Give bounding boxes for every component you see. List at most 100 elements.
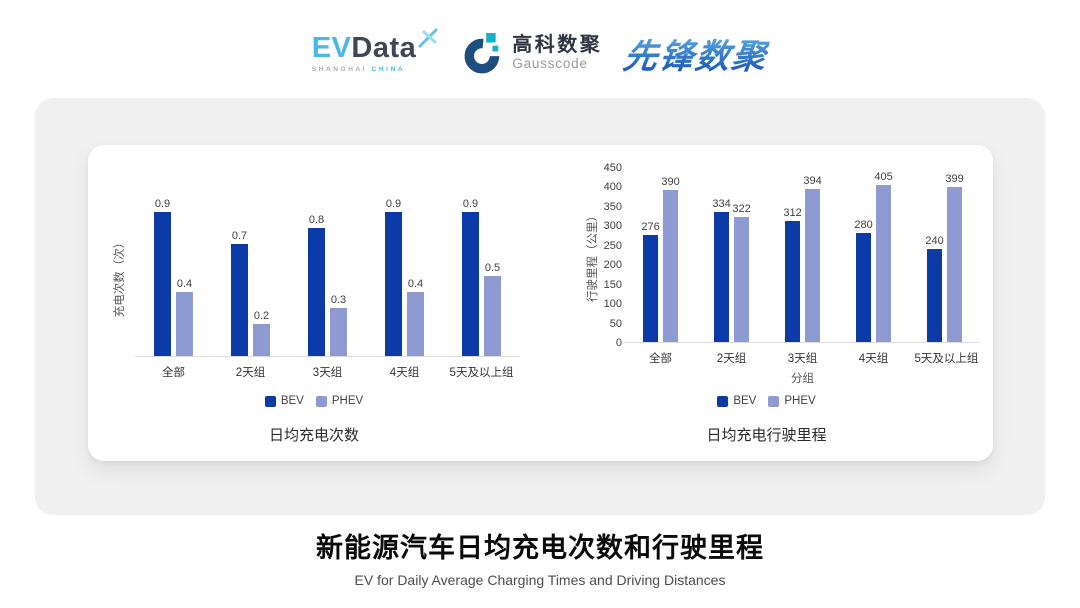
bar-column: 0.3 <box>330 294 347 356</box>
chart-daily-driving-distance: 行驶里程（公里） 0 50 100 150 200 250 300 350 400 450 276… <box>540 145 993 461</box>
bar-column: 280 <box>854 219 873 342</box>
category-label: 全部 <box>162 367 185 379</box>
bar-value-label: 334 <box>712 198 731 211</box>
bar-bev <box>308 228 325 356</box>
legend-item-bev: BEV <box>717 395 756 407</box>
bar-value-label: 405 <box>874 170 893 183</box>
evdata-ev-text: EV <box>311 31 352 64</box>
bar-value-label: 0.9 <box>462 198 479 210</box>
bar-phev <box>330 308 347 356</box>
bar-group: 334 322 <box>702 168 762 342</box>
bar-value-label: 240 <box>925 234 944 247</box>
bar-group: 0.8 0.3 <box>296 197 360 356</box>
bar-column: 240 <box>925 234 944 342</box>
bar-value-label: 394 <box>803 174 822 187</box>
evdata-tagline: SHANGHAI CHINA <box>312 66 405 73</box>
bar-value-label: 0.9 <box>154 198 171 210</box>
category-label: 5天及以上组 <box>914 353 979 365</box>
bar-bev <box>927 248 942 342</box>
caption: 新能源汽车日均充电次数和行驶里程 EV for Daily Average Ch… <box>0 526 1080 588</box>
bar-phev <box>253 324 270 356</box>
category-label: 3天组 <box>787 353 818 365</box>
bar-value-label: 0.7 <box>231 230 248 242</box>
pioneer-wordmark-text: 先锋数聚 <box>621 37 771 76</box>
y-tick-label: 50 <box>609 317 622 330</box>
gausscode-logo: 高科数聚 Gausscode <box>461 32 602 74</box>
plot-area: 276 390 334 322 312 394 280 405 240 399 <box>625 168 980 343</box>
gausscode-wordmark: 高科数聚 Gausscode <box>512 34 602 72</box>
bar-phev <box>805 188 820 342</box>
legend-item-phev: PHEV <box>315 395 364 407</box>
bar-group: 240 399 <box>915 168 975 342</box>
bar-value-label: 276 <box>641 220 660 233</box>
legend-label: BEV <box>280 395 304 407</box>
bar-column: 276 <box>641 220 660 342</box>
legend-label: PHEV <box>784 395 816 407</box>
bar-value-label: 399 <box>945 172 964 185</box>
gausscode-cn-text: 高科数聚 <box>512 34 603 57</box>
y-axis-label: 充电次数（次） <box>114 236 126 318</box>
gausscode-en-text: Gausscode <box>512 56 588 72</box>
bar-bev <box>231 244 248 356</box>
bar-phev <box>484 276 501 356</box>
bar-phev <box>734 216 749 342</box>
legend-item-bev: BEV <box>264 395 304 407</box>
bar-value-label: 0.4 <box>176 278 193 290</box>
page-subtitle: EV for Daily Average Charging Times and … <box>354 572 726 588</box>
chart-daily-charging-times: 充电次数（次） 0.9 0.4 0.7 0.2 0.8 0.3 0.9 0.4 0.9 0.5 全… <box>88 145 540 461</box>
gausscode-g-icon <box>464 33 500 74</box>
bar-bev <box>154 212 171 356</box>
y-tick-label: 300 <box>603 220 622 233</box>
category-label: 全部 <box>649 353 672 365</box>
bar-column: 0.5 <box>484 262 501 356</box>
legend: BEV PHEV <box>540 395 993 407</box>
bar-value-label: 0.8 <box>308 214 325 226</box>
bar-bev <box>785 220 800 342</box>
evdata-logo: EV Data SHANGHAI CHINA <box>311 28 440 73</box>
bar-column: 0.9 <box>385 198 402 356</box>
y-tick-label: 150 <box>603 278 622 291</box>
bar-group: 0.7 0.2 <box>219 197 283 356</box>
bar-column: 334 <box>712 198 731 342</box>
logo-header: EV Data SHANGHAI CHINA 高科数聚 Gausscode <box>0 22 1080 84</box>
bar-column: 0.4 <box>407 278 424 356</box>
bar-phev <box>663 190 678 342</box>
legend-swatch-icon <box>264 395 276 407</box>
y-tick-column: 0 50 100 150 200 250 300 350 400 450 <box>596 162 622 349</box>
bar-bev <box>714 212 729 342</box>
category-label: 2天组 <box>716 353 747 365</box>
y-tick-label: 200 <box>603 259 622 272</box>
gray-panel: 充电次数（次） 0.9 0.4 0.7 0.2 0.8 0.3 0.9 0.4 0.9 0.5 全… <box>35 98 1045 515</box>
category-axis: 全部 2天组 3天组 4天组 5天及以上组 <box>625 350 980 366</box>
x-axis-label: 分组 <box>791 373 814 385</box>
category-label: 4天组 <box>389 367 420 379</box>
bar-bev <box>643 234 658 342</box>
bar-group: 276 390 <box>631 168 691 342</box>
bar-column: 0.9 <box>462 198 479 356</box>
bar-value-label: 0.2 <box>253 310 270 322</box>
category-label: 4天组 <box>858 353 889 365</box>
legend-swatch-icon <box>717 395 729 407</box>
bar-phev <box>947 186 962 342</box>
bar-column: 405 <box>874 170 893 342</box>
bar-bev <box>385 212 402 356</box>
bar-column: 0.7 <box>231 230 248 356</box>
plot-area: 0.9 0.4 0.7 0.2 0.8 0.3 0.9 0.4 0.9 0.5 <box>135 197 520 357</box>
legend-label: PHEV <box>331 395 364 407</box>
bar-column: 312 <box>783 207 802 342</box>
bar-phev <box>407 292 424 356</box>
y-tick-label: 100 <box>603 298 622 311</box>
bar-group: 0.9 0.5 <box>450 197 514 356</box>
evdata-data-text: Data <box>351 31 417 64</box>
bar-column: 0.9 <box>154 198 171 356</box>
category-axis: 全部 2天组 3天组 4天组 5天及以上组 <box>135 364 520 380</box>
chart-card: 充电次数（次） 0.9 0.4 0.7 0.2 0.8 0.3 0.9 0.4 0.9 0.5 全… <box>88 145 993 461</box>
bar-group: 0.9 0.4 <box>142 197 206 356</box>
evdata-tagline-shanghai: SHANGHAI <box>311 65 368 73</box>
bar-value-label: 0.9 <box>385 198 402 210</box>
bar-value-label: 390 <box>661 176 680 189</box>
y-tick-label: 400 <box>603 181 622 194</box>
legend-swatch-icon <box>768 395 780 407</box>
page-title: 新能源汽车日均充电次数和行驶里程 <box>316 533 764 563</box>
bar-value-label: 0.4 <box>407 278 424 290</box>
